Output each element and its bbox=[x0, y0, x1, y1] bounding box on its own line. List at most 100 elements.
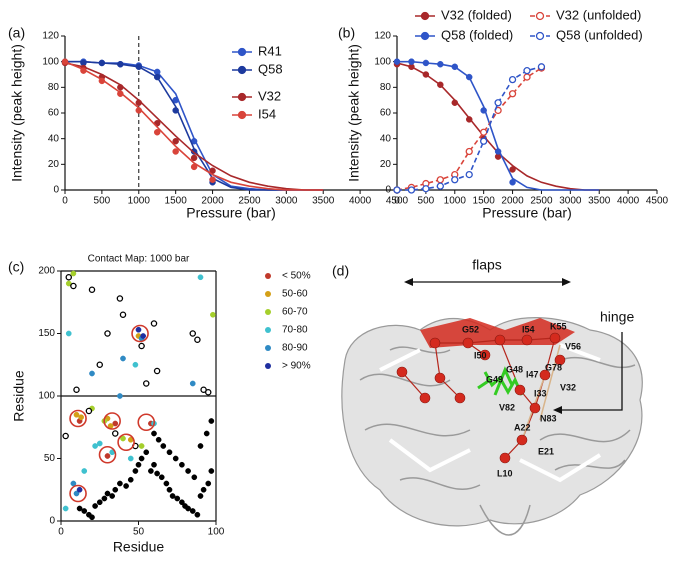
contact-point bbox=[138, 455, 145, 462]
y-tick-label: 150 bbox=[38, 328, 55, 339]
contact-point bbox=[179, 499, 185, 506]
x-tick-label: 1500 bbox=[165, 196, 188, 207]
highlight-ring bbox=[103, 412, 121, 430]
contact-point bbox=[169, 493, 176, 499]
contact-point bbox=[119, 311, 127, 318]
contact-point bbox=[104, 330, 111, 337]
legend-label: V32 bbox=[258, 88, 281, 103]
legend-marker bbox=[265, 363, 271, 369]
ribbon-highlight bbox=[379, 343, 602, 483]
residue-label: N83 bbox=[540, 413, 557, 423]
x-tick-label: 1000 bbox=[444, 196, 467, 207]
contact-point bbox=[62, 505, 69, 512]
y-tick-label: 60 bbox=[48, 108, 60, 119]
contact-point bbox=[92, 443, 98, 449]
data-point bbox=[190, 163, 198, 171]
contact-point bbox=[197, 274, 204, 281]
structure-panel: (d) flaps hinge bbox=[332, 257, 643, 536]
data-point bbox=[437, 81, 444, 89]
x-tick-label: 0 bbox=[62, 196, 68, 207]
x-axis-label: Residue bbox=[113, 539, 165, 555]
residue-label: E21 bbox=[538, 446, 554, 456]
contact-point bbox=[138, 443, 145, 449]
contact-point bbox=[185, 505, 191, 512]
contact-point bbox=[117, 393, 123, 399]
chart-0: 0 500 1000 1500 2000 2500 3000 3500 4000 45000204… bbox=[8, 25, 409, 221]
residue-sphere bbox=[494, 334, 506, 346]
contact-point bbox=[89, 370, 95, 377]
contact-point bbox=[112, 420, 119, 427]
data-point bbox=[61, 58, 69, 65]
residue-sphere bbox=[539, 369, 551, 381]
fit-line bbox=[396, 67, 542, 191]
contact-point bbox=[112, 430, 119, 437]
contact-point bbox=[70, 270, 77, 277]
contact-point bbox=[81, 468, 88, 474]
highlight-ring bbox=[131, 324, 149, 343]
contact-point bbox=[151, 430, 157, 437]
data-point bbox=[209, 176, 216, 183]
contact-point bbox=[166, 449, 173, 456]
data-point bbox=[480, 137, 488, 145]
data-point bbox=[117, 60, 124, 68]
residue-sphere bbox=[529, 402, 541, 414]
data-point bbox=[523, 73, 531, 81]
flap-region bbox=[420, 318, 575, 348]
data-point bbox=[393, 58, 401, 65]
data-point bbox=[393, 186, 401, 194]
y-tick-label: 120 bbox=[374, 31, 391, 42]
y-tick-label: 50 bbox=[44, 453, 56, 464]
contact-point bbox=[81, 508, 88, 514]
contact-point bbox=[210, 311, 216, 318]
y-axis-label: Intensity (peak height) bbox=[9, 44, 25, 182]
x-tick-label: 0 bbox=[58, 527, 64, 538]
legend-marker bbox=[265, 309, 271, 315]
data-point bbox=[407, 186, 416, 194]
contact-point bbox=[73, 490, 80, 497]
contact-point bbox=[155, 436, 162, 443]
x-tick-label: 2500 bbox=[530, 196, 553, 207]
contact-point bbox=[70, 282, 77, 290]
data-point bbox=[117, 90, 124, 97]
contact-point bbox=[104, 490, 111, 497]
contact-point bbox=[158, 474, 165, 481]
data-point bbox=[465, 170, 473, 179]
contact-point bbox=[73, 411, 80, 418]
contact-point bbox=[117, 480, 123, 487]
data-point bbox=[422, 59, 430, 67]
data-point bbox=[465, 73, 473, 81]
contact-point bbox=[120, 435, 126, 442]
legend-marker bbox=[237, 92, 247, 102]
contact-point bbox=[172, 455, 179, 462]
data-point bbox=[451, 63, 459, 71]
legend-label: 70-80 bbox=[282, 325, 308, 336]
hinge-label: hinge bbox=[600, 309, 634, 325]
x-tick-label: 500 bbox=[94, 196, 111, 207]
contact-point bbox=[104, 453, 111, 459]
residue-sphere bbox=[549, 332, 561, 344]
contact-point bbox=[154, 470, 160, 477]
legend-label: V32 (unfolded) bbox=[556, 7, 641, 22]
data-point bbox=[408, 58, 415, 65]
data-point bbox=[172, 96, 179, 104]
data-point bbox=[153, 129, 161, 136]
data-point bbox=[437, 60, 444, 68]
y-axis-label: Intensity (peak height) bbox=[346, 44, 362, 182]
x-tick-label: 0 bbox=[394, 196, 400, 207]
x-tick-label: 4500 bbox=[386, 196, 409, 207]
y-tick-label: 20 bbox=[48, 159, 60, 170]
x-axis-label: Pressure (bar) bbox=[186, 205, 275, 221]
contact-point bbox=[62, 432, 69, 440]
contact-point bbox=[179, 461, 185, 468]
data-point bbox=[509, 179, 516, 186]
contact-point bbox=[92, 503, 98, 509]
x-tick-label: 3000 bbox=[559, 196, 582, 207]
contact-point bbox=[160, 443, 167, 449]
residue-sphere bbox=[514, 384, 526, 396]
legend-marker bbox=[265, 345, 271, 351]
data-point bbox=[172, 137, 179, 145]
residue-label: G52 bbox=[462, 324, 479, 334]
legend-marker bbox=[535, 31, 545, 41]
legend-marker bbox=[237, 110, 247, 120]
residue-sphere bbox=[554, 354, 566, 366]
